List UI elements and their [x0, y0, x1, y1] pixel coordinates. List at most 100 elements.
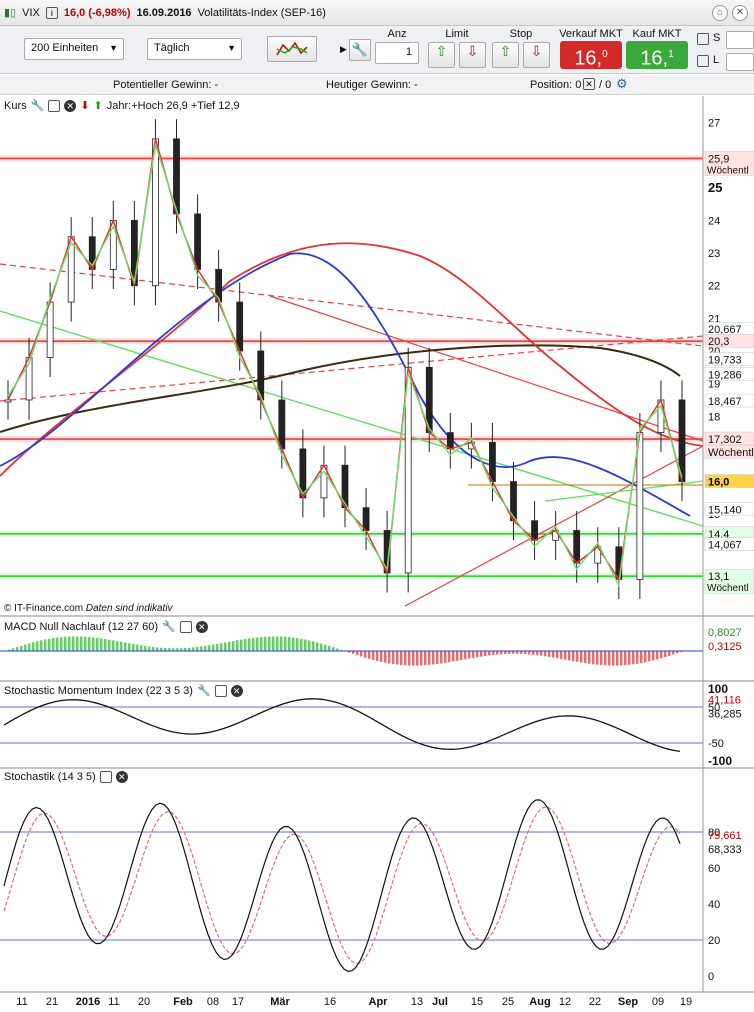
limit-sell-button[interactable]: ⇩ — [459, 42, 486, 68]
x-tick-label: 2016 — [76, 996, 100, 1008]
macd-bar — [608, 651, 611, 666]
maximize-icon[interactable] — [179, 620, 192, 633]
arrow-up-icon[interactable]: ⬆ — [93, 100, 103, 112]
x-tick-label: 17 — [232, 996, 244, 1008]
macd-bar — [68, 636, 71, 651]
macd-bar — [112, 640, 115, 651]
macd-bar — [196, 646, 199, 651]
copyright-text: © IT-Finance.com — [4, 603, 84, 614]
buy-price: 16, — [640, 47, 669, 70]
x-tick-label: 15 — [471, 996, 483, 1008]
info-icon[interactable]: i — [45, 6, 58, 19]
arrow-down-icon[interactable]: ⬇ — [80, 100, 90, 112]
chart-area[interactable]: 2725242322212019181716151413 25,9Wöchent… — [0, 96, 754, 1012]
potential-profit: Potentieller Gewinn: - — [113, 79, 219, 91]
units-select[interactable]: 200 Einheiten ▼ — [24, 38, 124, 60]
trend-line — [0, 335, 704, 402]
macd-bar — [540, 651, 543, 656]
stop-buy-button[interactable]: ⇧ — [492, 42, 519, 68]
macd-bar — [40, 640, 43, 651]
macd-bar — [640, 651, 643, 664]
sell-price-decimal: 0 — [602, 49, 608, 60]
macd-bar — [652, 651, 655, 661]
macd-header: MACD Null Nachlauf (12 27 60) 🔧 ✕ — [4, 620, 208, 633]
macd-bar — [232, 640, 235, 651]
period-select-value: Täglich — [154, 42, 190, 54]
l-checkbox[interactable] — [697, 55, 709, 67]
s-checkbox[interactable] — [697, 33, 709, 45]
qty-input[interactable]: 1 — [375, 42, 419, 64]
macd-bar — [592, 651, 595, 665]
stoch-tick-label: 80 — [708, 827, 720, 839]
collapse-icon[interactable]: ▶ — [340, 44, 347, 54]
stop-sell-button[interactable]: ⇩ — [523, 42, 550, 68]
x-tick-label: Apr — [369, 996, 389, 1008]
macd-bar — [32, 642, 35, 651]
maximize-icon[interactable] — [99, 771, 112, 783]
close-icon[interactable]: ✕ — [64, 99, 77, 112]
close-icon[interactable]: ✕ — [230, 684, 243, 697]
macd-value: 0,8027 — [708, 627, 742, 639]
close-icon[interactable]: ✕ — [195, 620, 208, 633]
indicator-button[interactable] — [267, 36, 317, 62]
price-tag: 19,733 — [708, 355, 742, 367]
price-tag: 20,667 — [708, 324, 742, 336]
maximize-icon[interactable] — [214, 684, 227, 697]
stoch-title: Stochastik (14 3 5) — [4, 771, 96, 783]
s-input[interactable] — [726, 31, 754, 49]
sell-market-button[interactable]: 16,0 — [560, 41, 622, 70]
macd-bar — [156, 647, 159, 651]
chart-icon: ▮▯ — [4, 7, 17, 19]
position-settings-icon[interactable]: ⚙ — [616, 76, 628, 91]
macd-bar — [484, 651, 487, 656]
macd-bar — [660, 651, 663, 659]
macd-bar — [96, 637, 99, 651]
macd-bar — [296, 638, 299, 651]
y-tick-label: 25 — [708, 180, 722, 195]
wrench-icon[interactable]: 🔧 — [30, 100, 45, 112]
position-value-2: / 0 — [599, 79, 612, 91]
ma-short-red — [7, 138, 683, 582]
macd-bar — [308, 640, 311, 651]
candle-body — [194, 213, 201, 270]
price-tag: 19,286 — [708, 369, 742, 381]
close-icon[interactable]: ✕ — [732, 5, 748, 21]
macd-bar — [544, 651, 547, 657]
main-chart-header: Kurs 🔧 ✕ ⬇ ⬆ Jahr:+Hoch 26,9 +Tief 12,9 — [4, 99, 240, 112]
macd-bar — [44, 639, 47, 651]
period-select[interactable]: Täglich ▼ — [147, 38, 242, 60]
macd-bar — [356, 651, 359, 656]
buy-market-button[interactable]: 16,1 — [626, 41, 688, 70]
position-close-icon[interactable]: ✕ — [583, 78, 595, 90]
candle-body — [678, 399, 686, 482]
macd-bar — [388, 651, 391, 664]
macd-bar — [420, 651, 423, 666]
ma-short-green — [7, 144, 683, 588]
close-icon[interactable]: ✕ — [115, 771, 128, 783]
macd-bar — [372, 651, 375, 660]
wrench-icon[interactable]: 🔧 — [196, 685, 211, 697]
macd-bar — [212, 644, 215, 651]
limit-buy-button[interactable]: ⇧ — [428, 42, 455, 68]
l-input[interactable] — [726, 53, 754, 71]
stoch-value: 75,661 — [708, 830, 742, 842]
stoch-signal-line — [3, 806, 681, 965]
stoch-line — [3, 799, 681, 972]
x-tick-label: 11 — [16, 996, 27, 1008]
smi-title: Stochastic Momentum Index (22 3 5 3) — [4, 684, 193, 697]
macd-bar — [300, 638, 303, 651]
macd-bar — [452, 651, 455, 662]
x-tick-label: 20 — [138, 996, 150, 1008]
restore-icon[interactable]: ⌂ — [712, 5, 728, 21]
macd-bar — [76, 636, 79, 651]
macd-bar — [488, 651, 491, 656]
macd-bar — [408, 651, 411, 666]
macd-bar — [476, 651, 479, 658]
wrench-button[interactable]: 🔧 — [349, 39, 371, 61]
macd-bar — [248, 638, 251, 651]
wrench-icon[interactable]: 🔧 — [162, 621, 176, 633]
maximize-icon[interactable] — [48, 99, 61, 112]
buy-label: Kauf MKT — [632, 28, 682, 40]
macd-bar — [636, 651, 639, 664]
x-tick-label: 08 — [207, 996, 219, 1008]
